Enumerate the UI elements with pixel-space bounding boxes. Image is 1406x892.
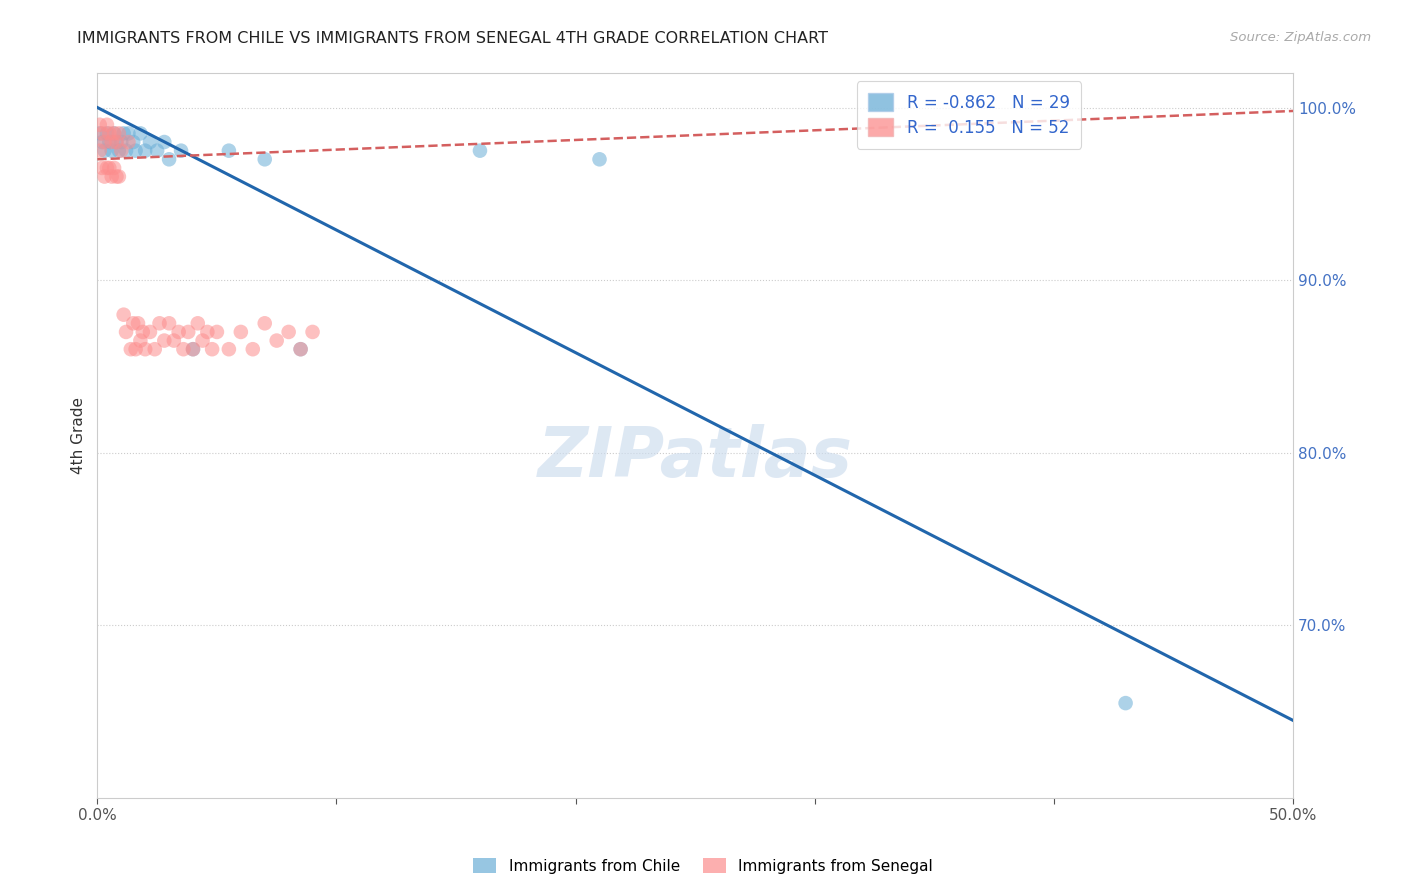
Point (148, 316, 170, 330)
Legend: R = -0.862   N = 29, R =  0.155   N = 52: R = -0.862 N = 29, R = 0.155 N = 52 (856, 81, 1081, 149)
Point (201, 342, 224, 356)
Point (122, 316, 145, 330)
Point (89, 144, 111, 158)
Point (120, 342, 142, 356)
Point (122, 135, 145, 149)
Point (170, 144, 193, 158)
Point (93, 169, 115, 184)
Point (146, 144, 169, 158)
Point (277, 325, 299, 339)
Point (117, 135, 139, 149)
Point (100, 135, 122, 149)
Point (129, 334, 152, 348)
Point (105, 135, 128, 149)
Point (91, 161, 114, 175)
Point (205, 325, 228, 339)
Point (187, 316, 209, 330)
Y-axis label: 4th Grade: 4th Grade (72, 397, 86, 474)
Point (103, 127, 125, 141)
Point (139, 325, 162, 339)
Legend: Immigrants from Chile, Immigrants from Senegal: Immigrants from Chile, Immigrants from S… (467, 852, 939, 880)
Point (218, 342, 240, 356)
Point (98, 161, 121, 175)
Point (588, 153, 610, 167)
Point (103, 127, 125, 141)
Point (115, 144, 138, 158)
Point (100, 169, 122, 184)
Point (117, 127, 139, 141)
Point (172, 342, 194, 356)
Point (301, 325, 323, 339)
Point (181, 342, 204, 356)
Point (253, 153, 276, 167)
Point (177, 325, 200, 339)
Point (108, 144, 131, 158)
Text: Source: ZipAtlas.com: Source: ZipAtlas.com (1230, 31, 1371, 45)
Point (218, 144, 240, 158)
Point (127, 316, 149, 330)
Text: IMMIGRANTS FROM CHILE VS IMMIGRANTS FROM SENEGAL 4TH GRADE CORRELATION CHART: IMMIGRANTS FROM CHILE VS IMMIGRANTS FROM… (77, 31, 828, 46)
Point (108, 169, 131, 184)
Point (98, 135, 121, 149)
Point (96, 118, 118, 132)
Point (89, 118, 111, 132)
Point (91, 127, 114, 141)
Point (93, 144, 115, 158)
Point (124, 144, 146, 158)
Point (96, 161, 118, 175)
Point (134, 342, 156, 356)
Point (108, 127, 131, 141)
Point (105, 169, 128, 184)
Point (129, 127, 152, 141)
Text: ZIPatlas: ZIPatlas (537, 424, 852, 491)
Point (112, 127, 135, 141)
Point (110, 144, 132, 158)
Point (89, 127, 111, 141)
Point (229, 325, 252, 339)
Point (134, 144, 156, 158)
Point (96, 127, 118, 141)
Point (157, 153, 180, 167)
Point (468, 144, 491, 158)
Point (124, 342, 146, 356)
Point (242, 342, 264, 356)
Point (290, 342, 312, 356)
Point (167, 325, 190, 339)
Point (105, 135, 128, 149)
Point (290, 342, 312, 356)
Point (91, 135, 114, 149)
Point (181, 342, 204, 356)
Point (195, 325, 218, 339)
Point (115, 325, 138, 339)
Point (143, 342, 166, 356)
Point (191, 334, 214, 348)
Point (98, 127, 121, 141)
Point (112, 308, 135, 322)
Point (153, 135, 176, 149)
Point (253, 316, 276, 330)
Point (139, 135, 162, 149)
Point (100, 144, 122, 158)
Point (93, 135, 115, 149)
Point (132, 325, 155, 339)
Point (103, 161, 125, 175)
Point (163, 334, 186, 348)
Point (110, 135, 132, 149)
Point (153, 334, 176, 348)
Point (266, 334, 288, 348)
Point (157, 316, 180, 330)
Point (1115, 696, 1137, 710)
